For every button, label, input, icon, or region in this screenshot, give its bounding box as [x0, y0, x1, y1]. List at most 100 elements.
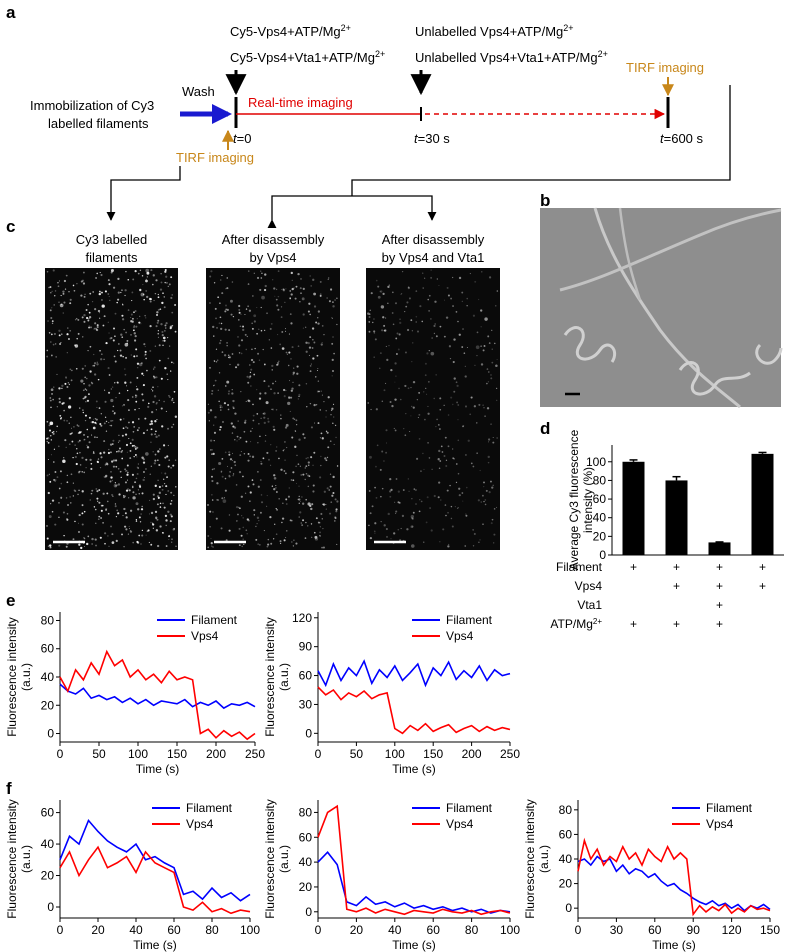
spot — [235, 484, 238, 486]
series-line — [317, 686, 511, 735]
spot — [87, 350, 89, 352]
image — [45, 268, 178, 550]
y-tick-label: 40 — [41, 670, 55, 684]
spot — [175, 545, 177, 547]
spot — [131, 291, 134, 294]
spot — [455, 463, 458, 465]
spot — [153, 377, 155, 379]
spot — [488, 342, 491, 344]
spot — [208, 420, 210, 422]
spot — [332, 305, 335, 308]
spot — [217, 499, 219, 501]
spot — [482, 523, 484, 525]
spot — [169, 513, 172, 516]
spot — [167, 465, 170, 468]
condition-label: Vta1 — [577, 598, 602, 612]
spot — [48, 424, 51, 427]
spot — [68, 397, 71, 400]
spot — [64, 439, 67, 442]
spot — [418, 392, 421, 394]
spot — [260, 417, 262, 419]
spot — [435, 426, 437, 428]
spot — [115, 397, 117, 399]
spot — [125, 426, 127, 429]
spot — [295, 482, 298, 484]
spot — [487, 381, 490, 383]
spot — [172, 423, 175, 426]
spot — [95, 328, 99, 332]
spot — [167, 490, 170, 492]
spot — [71, 369, 73, 372]
spot — [130, 354, 133, 356]
spot — [425, 521, 428, 524]
spot — [225, 308, 228, 311]
spot — [125, 528, 128, 531]
condition: Unlabelled Vps4+ATP/Mg2+ — [415, 23, 574, 39]
spot — [156, 503, 159, 506]
spot — [258, 423, 260, 425]
spot — [77, 425, 80, 428]
spot — [213, 282, 216, 284]
spot — [329, 512, 332, 515]
spot — [89, 292, 92, 295]
spot — [227, 354, 230, 357]
spot — [89, 345, 92, 348]
spot — [256, 516, 260, 520]
spot — [240, 495, 243, 498]
spot — [241, 515, 243, 517]
spot — [122, 417, 125, 420]
spot — [86, 444, 88, 446]
spot — [228, 356, 231, 359]
spot — [291, 346, 294, 349]
superscript: 2+ — [341, 23, 351, 33]
spot — [389, 490, 392, 493]
spot — [265, 401, 269, 405]
bar — [751, 453, 774, 555]
spot — [150, 511, 154, 515]
spot — [128, 528, 130, 530]
spot — [375, 496, 378, 499]
spot — [149, 297, 152, 301]
spot — [117, 291, 120, 294]
spot — [309, 313, 311, 316]
spot — [320, 512, 323, 515]
spot — [227, 404, 230, 407]
spot — [97, 518, 100, 521]
spot — [83, 546, 86, 548]
spot — [152, 493, 155, 496]
spot — [145, 452, 149, 456]
condition-mark: + — [673, 560, 680, 574]
spot — [105, 507, 108, 510]
spot — [271, 408, 273, 410]
spot — [116, 509, 119, 512]
spot — [139, 521, 142, 523]
x-tick-label: 100 — [128, 747, 148, 761]
spot — [304, 537, 307, 539]
text: t — [414, 131, 419, 146]
spot — [332, 403, 335, 405]
spot — [114, 482, 116, 484]
spot — [102, 492, 105, 495]
spot — [219, 428, 221, 431]
spot — [211, 393, 213, 395]
spot — [81, 503, 84, 506]
spot — [249, 491, 252, 494]
spot — [296, 372, 299, 375]
spot — [125, 331, 128, 334]
spot — [65, 274, 68, 277]
spot — [99, 290, 101, 293]
caption: by Vps4 and Vta1 — [382, 250, 485, 265]
spot — [133, 339, 137, 342]
spot — [96, 500, 99, 502]
spot — [483, 500, 485, 503]
spot — [397, 528, 400, 531]
spot — [260, 461, 262, 463]
spot — [491, 361, 494, 364]
x-tick-label: 100 — [385, 747, 405, 761]
condition-mark: + — [630, 617, 637, 631]
spot — [439, 408, 442, 411]
spot — [89, 499, 91, 501]
spot — [270, 542, 273, 545]
spot — [100, 273, 103, 277]
spot — [227, 392, 230, 395]
